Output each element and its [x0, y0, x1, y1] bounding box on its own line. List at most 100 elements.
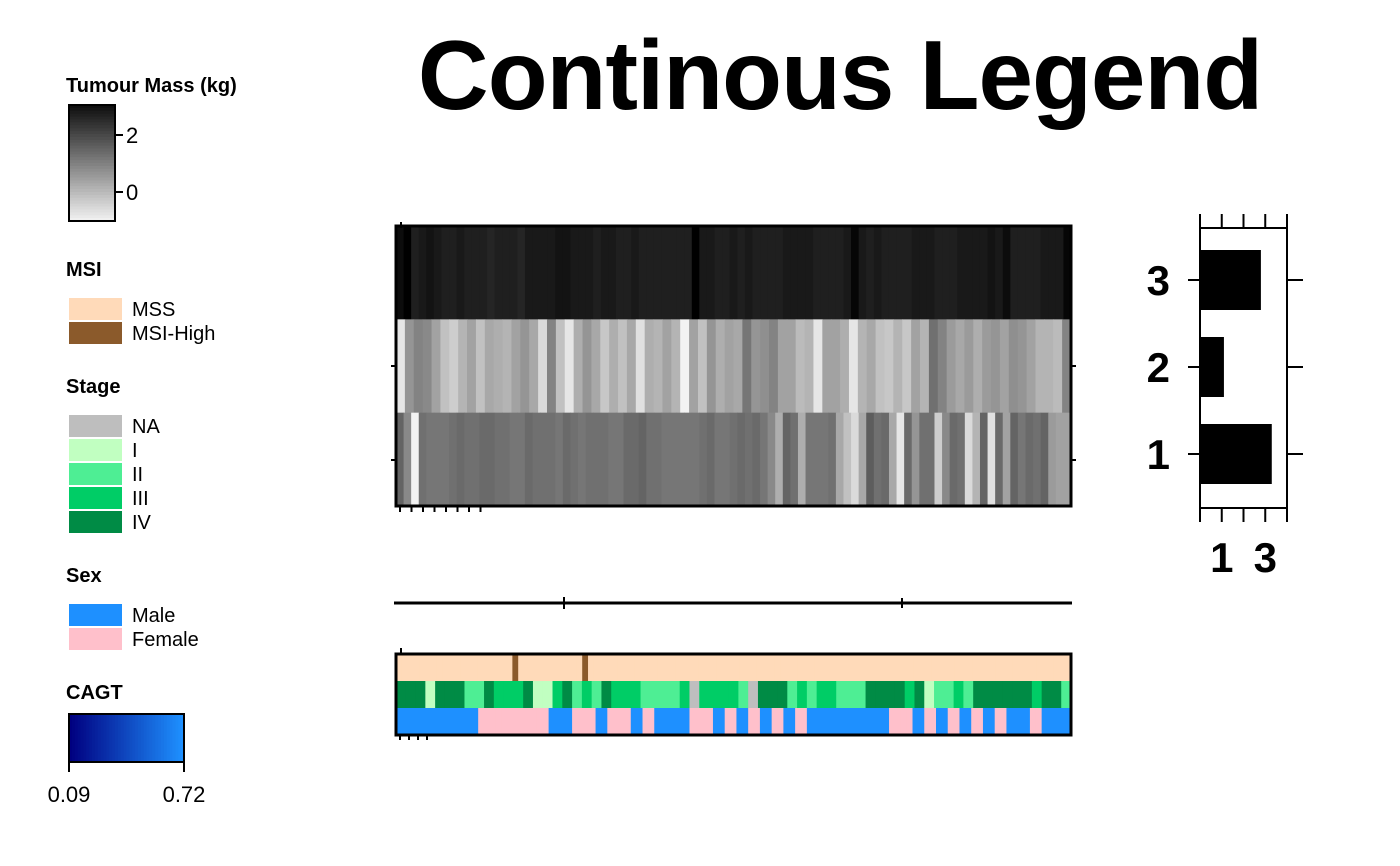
cagt-gradient-step — [77, 714, 82, 762]
stage-covariate-cell — [444, 681, 456, 709]
cagt-gradient-step — [135, 714, 139, 762]
heatmap-cell — [699, 226, 708, 320]
heatmap-cell — [822, 319, 832, 414]
cagt-max-label: 0.72 — [163, 782, 206, 807]
heatmap-cell — [494, 226, 503, 320]
msi-covariate-cell — [878, 654, 886, 682]
heatmap-cell — [733, 319, 743, 414]
msi-covariate-cell — [425, 654, 432, 682]
heatmap-cell — [715, 319, 726, 414]
heatmap-cell — [433, 412, 443, 507]
sex-covariate-cell — [442, 708, 450, 736]
tumour-mass-gradient-step — [69, 209, 115, 213]
sex-covariate-cell — [801, 708, 808, 736]
tumour-mass-gradient-step — [69, 113, 115, 118]
heatmap-cell — [831, 319, 841, 414]
heatmap-cell — [790, 412, 799, 507]
msi-covariate-cell — [628, 654, 636, 682]
tumour-mass-gradient-step — [69, 131, 115, 135]
sex-covariate-cell — [994, 708, 1002, 736]
stage-covariate-cell — [669, 681, 681, 709]
side-bar — [1200, 250, 1261, 310]
msi-covariate-cell — [564, 654, 572, 682]
cagt-gradient-step — [172, 714, 176, 762]
sex-covariate-cell — [906, 708, 914, 736]
cagt-gradient-step — [83, 714, 87, 762]
heatmap-cell — [866, 412, 875, 507]
heatmap-cell — [797, 412, 807, 507]
msi-covariate-cell — [931, 654, 938, 682]
heatmap-cell — [532, 412, 541, 507]
sex-covariate-cell — [707, 708, 714, 736]
msi-covariate-cell — [489, 654, 496, 682]
heatmap-cell — [934, 226, 943, 320]
cagt-gradient-step — [155, 714, 159, 762]
side-bar-y-label: 1 — [1147, 431, 1170, 478]
sex-covariate-cell — [636, 708, 644, 736]
msi-covariate-cell — [681, 654, 688, 682]
msi-covariate-cell — [855, 654, 863, 682]
stage-covariate-cell — [621, 681, 632, 709]
sex-covariate-cell — [754, 708, 761, 736]
heatmap-cell — [1053, 319, 1063, 414]
sex-covariate-cell — [1029, 708, 1037, 736]
sex-covariate-cell — [484, 708, 491, 736]
heatmap-cell — [1010, 412, 1019, 507]
heatmap-cell — [896, 412, 905, 507]
heatmap-cell — [449, 226, 458, 320]
heatmap-cell — [1025, 226, 1034, 320]
heatmap-cell — [418, 226, 427, 320]
heatmap-cell — [904, 226, 913, 320]
heatmap-cell — [487, 226, 496, 320]
heatmap-cell — [608, 226, 617, 320]
sex-covariate-cell — [560, 708, 567, 736]
msi-covariate-cell — [972, 654, 979, 682]
heatmap-cell — [964, 412, 973, 507]
msi-covariate-cell — [762, 654, 769, 682]
stage-covariate-cell — [1031, 681, 1043, 709]
heatmap-cell — [509, 412, 518, 507]
heatmap-cell — [973, 319, 983, 414]
heatmap-cell — [737, 226, 746, 320]
heatmap-cell — [1017, 226, 1026, 320]
msi-covariate-cell — [814, 654, 822, 682]
msi-covariate-cell — [948, 654, 956, 682]
heatmap-cell — [396, 319, 406, 414]
msi-covariate-cell — [675, 654, 682, 682]
heatmap-cell — [706, 412, 716, 507]
heatmap-cell — [502, 319, 512, 414]
msi-covariate-cell — [558, 654, 566, 682]
tumour-mass-gradient-step — [69, 183, 115, 187]
msi-covariate-cell — [570, 654, 577, 682]
heatmap-cell — [661, 412, 670, 507]
tumour-mass-gradient-step — [69, 215, 115, 219]
heatmap-cell — [676, 412, 685, 507]
cagt-gradient-step — [143, 714, 148, 762]
heatmap-cell — [403, 226, 412, 320]
sex-covariate-cell — [959, 708, 966, 736]
stage-covariate-cell — [826, 681, 837, 709]
msi-covariate-cell — [401, 654, 409, 682]
msi-covariate-cell — [622, 654, 630, 682]
tumour-mass-gradient-step — [69, 116, 115, 121]
covariate-frame — [394, 652, 1073, 737]
cagt-gradient-step — [89, 714, 93, 762]
msi-covariate-cell — [733, 654, 740, 682]
sex-covariate-cell — [777, 708, 784, 736]
heatmap-cell — [671, 319, 681, 414]
heatmap-cell — [751, 319, 761, 414]
stage-covariate-cell — [738, 681, 749, 709]
heatmap-cell — [987, 412, 996, 507]
heatmap-cell — [422, 319, 433, 414]
sex-covariate-cell — [742, 708, 749, 736]
msi-covariate-cell — [494, 654, 502, 682]
msi-covariate-cell — [721, 654, 729, 682]
msi-covariate-cell — [768, 654, 775, 682]
stage-covariate-cell — [846, 681, 857, 709]
sex-covariate-cell — [759, 708, 767, 736]
heatmap-cell — [804, 319, 814, 414]
heatmap-cell — [851, 412, 860, 507]
sex-covariate-cell — [818, 708, 825, 736]
heatmap-cell — [638, 412, 647, 507]
msi-covariate-cell — [704, 654, 711, 682]
